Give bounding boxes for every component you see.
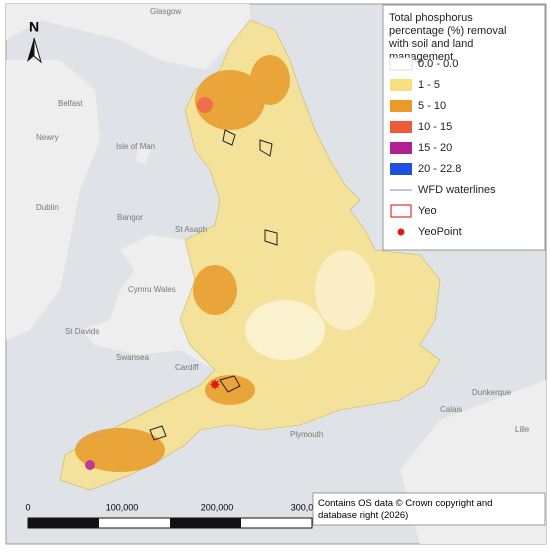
patch	[85, 460, 95, 470]
yeo-catchments	[149, 129, 278, 441]
patch	[315, 250, 375, 330]
patch	[193, 265, 237, 315]
legend-label: WFD waterlines	[418, 184, 496, 196]
patch	[245, 300, 325, 360]
isle-of-man	[136, 145, 150, 165]
place-label: Cymru Wales	[128, 285, 176, 294]
place-label: Cardiff	[175, 363, 199, 372]
legend: Total phosphorus percentage (%) removal wi…	[382, 4, 546, 251]
scale-seg	[170, 518, 241, 528]
legend-swatch	[390, 204, 412, 218]
place-label: Isle of Man	[116, 142, 155, 151]
patch	[205, 375, 255, 405]
place-label: Glasgow	[150, 7, 181, 16]
catchment	[219, 375, 241, 393]
place-label: Plymouth	[290, 430, 323, 439]
legend-label: Yeo	[418, 205, 437, 217]
patch	[195, 70, 265, 130]
place-label: Dublin	[36, 203, 59, 212]
place-label: Calais	[440, 405, 462, 414]
ireland	[6, 60, 100, 340]
attribution-box	[312, 492, 546, 526]
north-arrow: N	[27, 19, 42, 64]
legend-label: 15 - 20	[418, 142, 452, 154]
catchment	[264, 229, 278, 246]
legend-label: 10 - 15	[418, 121, 452, 133]
scale-label: 300,000 m	[291, 502, 334, 512]
legend-label: 20 - 22.8	[418, 163, 461, 175]
legend-swatch	[390, 142, 412, 154]
legend-swatch	[390, 163, 412, 175]
patch	[197, 97, 213, 113]
place-label: Swansea	[116, 353, 149, 362]
removal-patches	[75, 55, 375, 472]
wales	[80, 235, 215, 370]
yeo-point: ✸	[209, 377, 221, 393]
england	[59, 19, 441, 491]
legend-swatch	[397, 228, 405, 236]
legend-label: YeoPoint	[418, 226, 462, 238]
scotland	[6, 4, 250, 70]
legend-swatch	[390, 100, 412, 112]
place-label: St Davids	[65, 327, 99, 336]
attribution: Contains OS data © Crown copyright and da…	[318, 498, 492, 521]
legend-swatch	[390, 79, 412, 91]
legend-label: 1 - 5	[418, 79, 440, 91]
place-label: Newry	[36, 133, 59, 142]
legend-label: 5 - 10	[418, 100, 446, 112]
scale-seg	[28, 518, 99, 528]
arrow-left	[27, 38, 34, 62]
patch	[250, 55, 290, 105]
north-label: N	[29, 19, 39, 35]
place-label: St Asaph	[175, 225, 207, 234]
patch	[75, 428, 165, 472]
scale-label: 100,000	[106, 502, 139, 512]
catchment	[149, 425, 167, 441]
place-label: Belfast	[58, 99, 83, 108]
legend-label: 0.0 - 0.0	[418, 58, 458, 70]
legend-swatch	[390, 121, 412, 133]
place-label: Dunkerque	[472, 388, 512, 397]
scale-label: 0	[25, 502, 30, 512]
catchment	[259, 139, 273, 157]
arrow-right	[33, 37, 42, 64]
scale-label: 200,000	[201, 502, 234, 512]
place-label: Lille	[515, 425, 530, 434]
legend-swatch	[389, 57, 413, 71]
catchment	[222, 129, 236, 146]
place-label: Bangor	[117, 213, 143, 222]
scale-bar: 0 100,000 200,000 300,000 m	[25, 502, 334, 529]
legend-rows: 0.0 - 0.0 1 - 5 5 - 10 10 - 15 15 - 20 20 - 2…	[389, 57, 496, 238]
